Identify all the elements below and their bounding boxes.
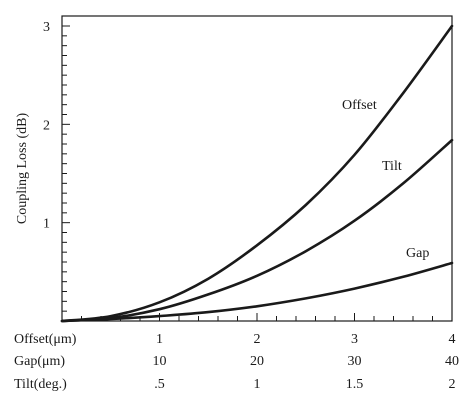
curve-label-tilt: Tilt [382,159,402,174]
x-tick-label: 10 [153,354,167,369]
x-tick-label: 30 [348,354,362,369]
curve-labels: Offset Tilt Gap [342,98,429,261]
x-tick-label: 3 [351,332,358,347]
curve-label-offset: Offset [342,98,377,113]
x-axis-label: Offset(μm) [14,332,77,347]
x-tick-label: 4 [449,332,456,347]
curve-label-gap: Gap [406,246,429,261]
curve-gap [60,261,454,323]
curves [60,24,454,323]
y-axis: 1 2 3 Coupling Loss (dB) [15,20,70,322]
x-tick-label: 1 [156,332,163,347]
curve-tilt [60,138,454,323]
curve-offset [60,24,454,323]
x-tick-label: 1.5 [346,377,364,392]
x-tick-label: 1 [254,377,261,392]
x-tick-label: 2 [254,332,261,347]
x-tick-label: 20 [250,354,264,369]
y-tick-label: 2 [43,118,50,133]
x-tick-label: .5 [154,377,165,392]
y-tick-label: 3 [43,20,50,35]
x-axis-label: Tilt(deg.) [14,377,67,392]
x-tick-label: 40 [445,354,459,369]
x-axes: Offset(μm) 1 2 3 4 Gap(μm) 10 20 30 40 Tilt(deg.).… [14,313,459,392]
y-axis-label: Coupling Loss (dB) [15,113,30,225]
x-tick-label: 2 [449,377,456,392]
y-tick-label: 1 [43,217,50,232]
x-axis-label: Gap(μm) [14,354,65,369]
